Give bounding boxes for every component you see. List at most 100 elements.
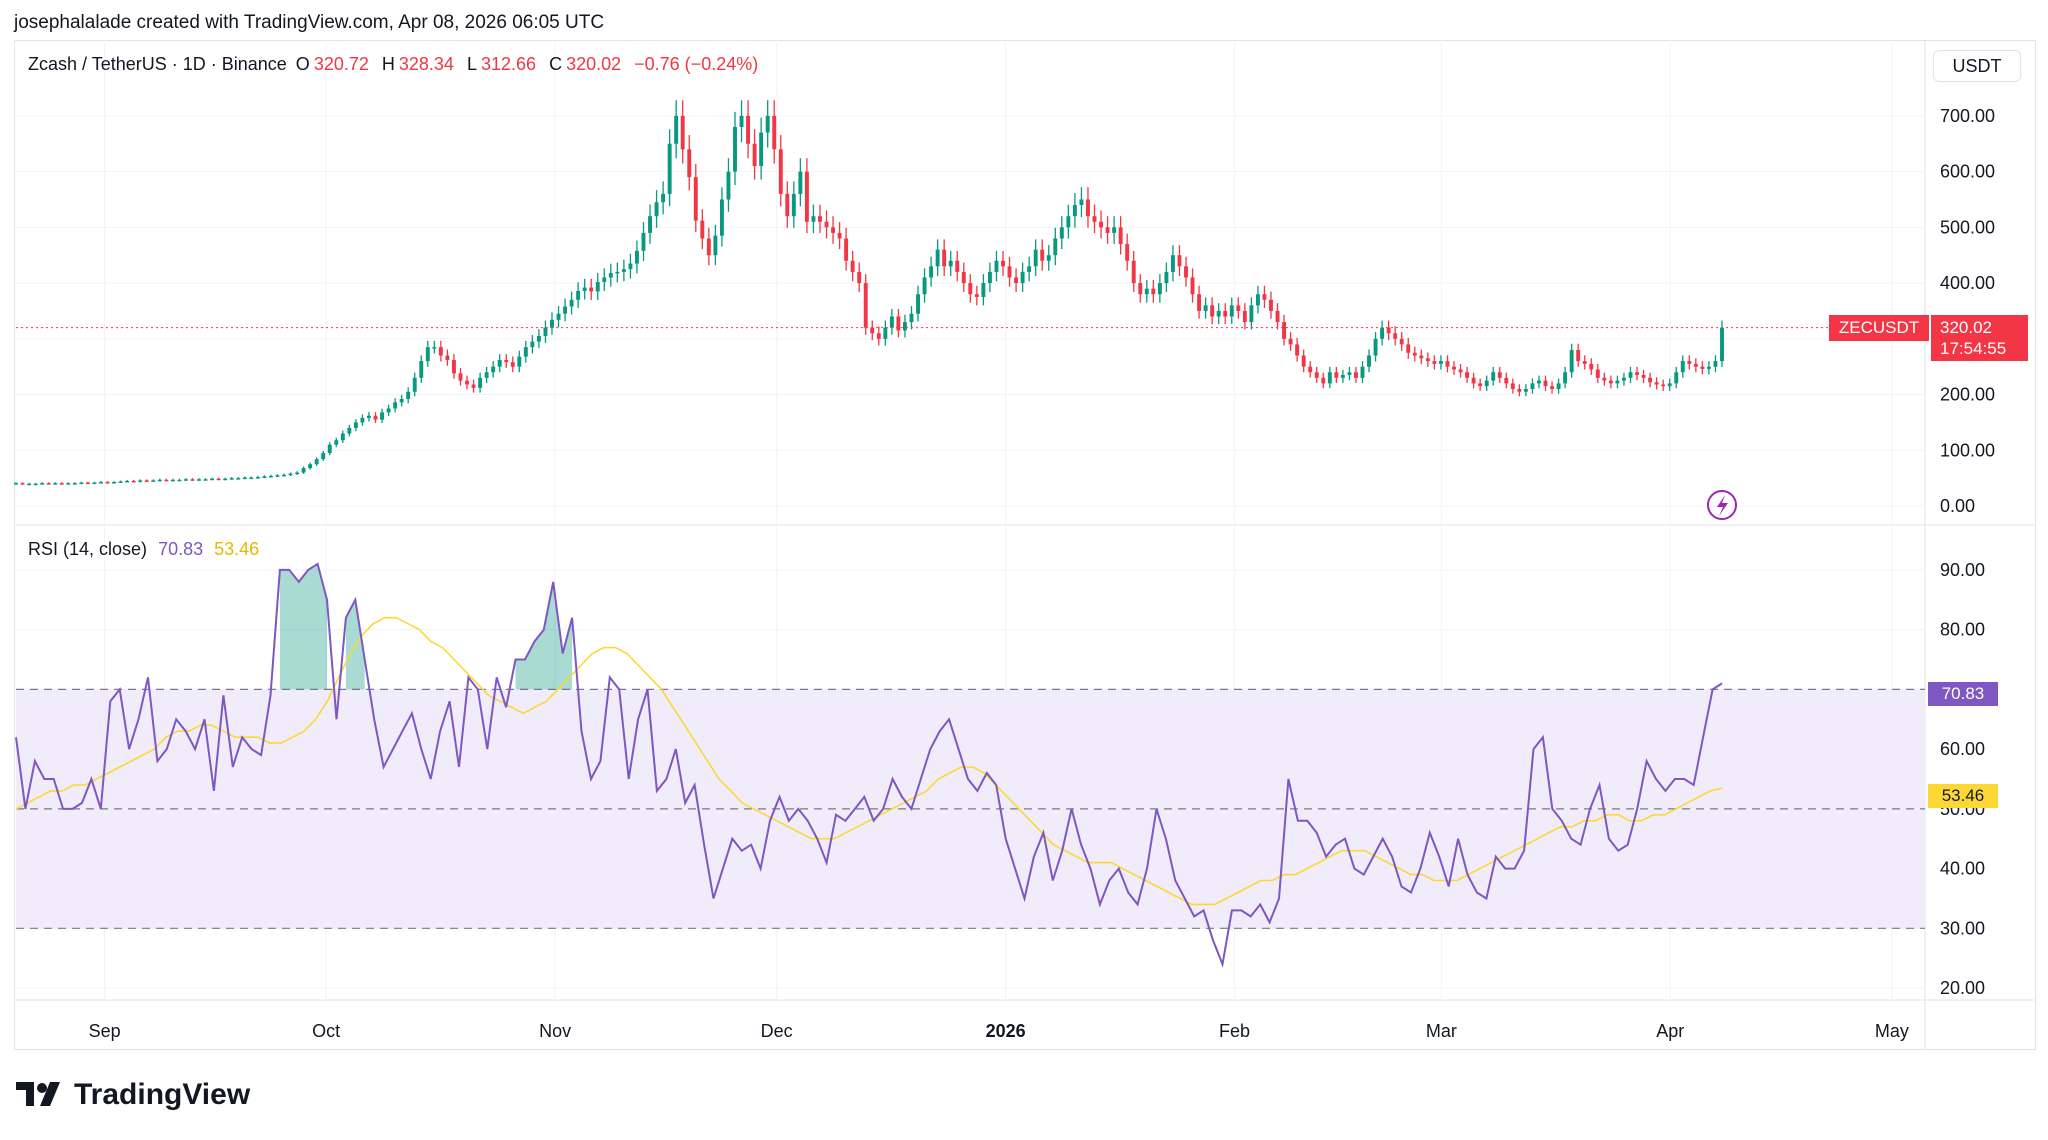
candle-body	[968, 283, 973, 295]
high-label: H	[381, 54, 395, 74]
candle-body	[1301, 355, 1306, 367]
candle-body	[445, 355, 450, 360]
candle-body	[706, 238, 711, 256]
candle-body	[523, 347, 528, 357]
price-tick-label: 0.00	[1940, 496, 1975, 516]
candle-body	[1210, 305, 1215, 317]
candle-body	[144, 480, 149, 482]
price-tag: 320.02 17:54:55	[1931, 315, 2028, 361]
candle-body	[425, 347, 430, 362]
candle-body	[1118, 227, 1123, 245]
candle-body	[1190, 277, 1195, 295]
candle-body	[1386, 327, 1391, 334]
time-tick-label: Dec	[761, 1021, 793, 1041]
candle-body	[1066, 216, 1071, 228]
price-tick-label: 400.00	[1940, 273, 1995, 293]
currency-button[interactable]: USDT	[1933, 50, 2021, 82]
candle-body	[1484, 380, 1489, 387]
brand-name: TradingView	[74, 1078, 251, 1111]
candle-body	[1720, 327, 1724, 362]
candle-body	[125, 480, 130, 483]
candle-body	[1282, 322, 1287, 339]
candle-body	[824, 221, 829, 228]
time-tick-label: 2026	[986, 1021, 1026, 1041]
candle-body	[1144, 288, 1149, 295]
candle-body	[563, 306, 568, 314]
rsi-value: 70.83	[158, 539, 204, 559]
candle-body	[1393, 333, 1398, 339]
candle-body	[550, 319, 554, 328]
candle-body	[1321, 377, 1326, 384]
candle-body	[14, 483, 18, 485]
ohlc-close: C 320.02	[549, 54, 625, 74]
candle-body	[1621, 377, 1626, 381]
low-value: 312.66	[480, 54, 537, 74]
candle-body	[406, 391, 411, 399]
price-change: −0.76 (−0.24%)	[634, 54, 759, 74]
candle-body	[1452, 366, 1456, 370]
candle-body	[1380, 327, 1385, 339]
candle-body	[634, 250, 639, 264]
candle-body	[1569, 349, 1574, 373]
candle-body	[517, 356, 522, 367]
chart-frame[interactable]	[14, 40, 2036, 1050]
candle-body	[948, 260, 953, 267]
candle-body	[46, 483, 51, 485]
rsi-lines	[15, 562, 1723, 968]
candle-body	[608, 273, 613, 278]
candle-body	[314, 459, 319, 465]
candle-body	[929, 266, 934, 278]
candle-body	[1360, 366, 1365, 378]
candle-body	[1347, 372, 1352, 376]
candle-body	[1674, 372, 1679, 384]
candle-body	[1595, 369, 1600, 378]
candle-body	[249, 477, 254, 480]
candle-body	[641, 232, 646, 251]
time-tick-label: Oct	[312, 1021, 340, 1041]
candle-body	[1223, 310, 1228, 317]
candle-body	[177, 479, 182, 482]
close-value: 320.02	[566, 54, 622, 74]
candle-body	[1105, 227, 1110, 233]
candle-body	[210, 478, 215, 481]
time-tick-label: Nov	[539, 1021, 571, 1041]
candle-body	[419, 361, 424, 378]
candle-body	[994, 260, 999, 272]
candle-body	[1164, 271, 1169, 284]
ohlc-open: O 320.72	[296, 54, 373, 74]
rsi-ma-line	[15, 616, 1723, 906]
candle-body	[1641, 375, 1646, 378]
rsi-value-tag: 70.83	[1928, 682, 1998, 706]
rsi-tick-label: 20.00	[1940, 978, 1985, 998]
candle-body	[321, 453, 326, 460]
candle-body	[53, 483, 58, 485]
bar-countdown: 17:54:55	[1940, 339, 2007, 358]
candle-body	[693, 177, 698, 221]
candle-body	[1654, 382, 1659, 385]
candle-body	[1053, 238, 1058, 256]
tradingview-logo[interactable]: TradingView	[16, 1078, 250, 1112]
candle-body	[844, 238, 849, 261]
candle-body	[981, 283, 986, 297]
candle-body	[746, 115, 751, 144]
candle-body	[301, 468, 306, 473]
candle-body	[726, 171, 731, 200]
candle-body	[40, 483, 45, 485]
open-label: O	[295, 54, 310, 74]
lightning-icon[interactable]	[1707, 490, 1737, 520]
rsi-ma-value: 53.46	[214, 539, 260, 559]
candle-body	[1157, 283, 1162, 295]
candle-body	[798, 171, 803, 194]
candle-body	[268, 475, 273, 478]
candle-body	[1308, 366, 1313, 373]
rsi-tick-label: 30.00	[1940, 918, 1985, 938]
candle-body	[1399, 338, 1404, 345]
candle-body	[1635, 372, 1639, 376]
candle-body	[909, 313, 914, 323]
open-value: 320.72	[313, 54, 369, 74]
candle-body	[974, 294, 979, 297]
candle-body	[942, 249, 947, 267]
candle-body	[902, 322, 907, 331]
candle-body	[1079, 199, 1084, 206]
